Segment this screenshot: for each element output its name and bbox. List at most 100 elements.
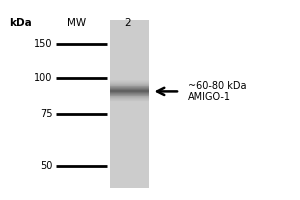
- Bar: [110, 121, 148, 122]
- Bar: [110, 179, 148, 180]
- Bar: [110, 177, 148, 178]
- Bar: [110, 80, 148, 81]
- Bar: [110, 117, 148, 118]
- Bar: [110, 75, 148, 76]
- Bar: [110, 144, 148, 145]
- Bar: [110, 148, 148, 149]
- Bar: [110, 171, 148, 172]
- Bar: [110, 147, 148, 149]
- Bar: [110, 31, 148, 32]
- Bar: [110, 87, 148, 88]
- Bar: [110, 63, 148, 64]
- Bar: [110, 44, 148, 45]
- Bar: [110, 153, 148, 154]
- Bar: [110, 78, 148, 79]
- Bar: [110, 24, 148, 25]
- Bar: [110, 119, 148, 120]
- Bar: [110, 142, 148, 143]
- Bar: [110, 28, 148, 29]
- Bar: [110, 126, 148, 127]
- Bar: [110, 185, 148, 186]
- Bar: [110, 70, 148, 71]
- Bar: [110, 166, 148, 167]
- Bar: [110, 34, 148, 35]
- Bar: [110, 174, 148, 175]
- Bar: [110, 79, 148, 80]
- Bar: [110, 121, 148, 122]
- Bar: [110, 120, 148, 121]
- Bar: [110, 114, 148, 115]
- Bar: [110, 93, 148, 94]
- Bar: [110, 115, 148, 116]
- Bar: [110, 138, 148, 139]
- Bar: [110, 183, 148, 184]
- Bar: [110, 26, 148, 27]
- Bar: [110, 73, 148, 74]
- Bar: [110, 37, 148, 38]
- Bar: [110, 134, 148, 135]
- Bar: [110, 63, 148, 65]
- Bar: [110, 48, 148, 49]
- Bar: [110, 81, 148, 82]
- Bar: [110, 146, 148, 147]
- Bar: [110, 38, 148, 39]
- Bar: [110, 105, 148, 106]
- Bar: [110, 137, 148, 138]
- Bar: [110, 124, 148, 125]
- Bar: [110, 71, 148, 72]
- Bar: [110, 159, 148, 160]
- Bar: [110, 79, 148, 80]
- Bar: [110, 153, 148, 154]
- Bar: [110, 22, 148, 23]
- Bar: [110, 96, 148, 97]
- Bar: [110, 74, 148, 75]
- Text: AMIGO-1: AMIGO-1: [188, 92, 230, 102]
- Bar: [110, 149, 148, 150]
- Bar: [110, 98, 148, 99]
- Bar: [110, 128, 148, 129]
- Bar: [110, 83, 148, 84]
- Bar: [110, 76, 148, 77]
- Bar: [110, 91, 148, 92]
- Bar: [110, 152, 148, 153]
- Bar: [110, 145, 148, 146]
- Bar: [110, 33, 148, 34]
- Bar: [110, 36, 148, 37]
- Bar: [110, 142, 148, 143]
- Bar: [110, 179, 148, 180]
- Bar: [110, 32, 148, 33]
- Bar: [110, 42, 148, 43]
- Bar: [110, 122, 148, 123]
- Bar: [110, 165, 148, 166]
- Text: MW: MW: [67, 18, 86, 28]
- Bar: [110, 180, 148, 181]
- Bar: [110, 104, 148, 105]
- Bar: [110, 160, 148, 161]
- Bar: [110, 42, 148, 44]
- Bar: [110, 60, 148, 61]
- Bar: [110, 132, 148, 133]
- Bar: [110, 151, 148, 152]
- Bar: [110, 35, 148, 36]
- Bar: [110, 30, 148, 31]
- Bar: [110, 21, 148, 23]
- Bar: [110, 131, 148, 132]
- Text: kDa: kDa: [9, 18, 32, 28]
- Bar: [110, 103, 148, 104]
- Bar: [110, 161, 148, 162]
- Bar: [110, 29, 148, 30]
- Bar: [110, 112, 148, 113]
- Bar: [110, 69, 148, 70]
- Bar: [110, 48, 148, 49]
- Bar: [110, 181, 148, 182]
- Bar: [110, 187, 148, 188]
- Bar: [110, 50, 148, 51]
- Bar: [110, 123, 148, 124]
- Bar: [110, 59, 148, 60]
- Bar: [110, 186, 148, 187]
- Bar: [110, 170, 148, 171]
- Bar: [110, 168, 148, 169]
- Bar: [110, 125, 148, 126]
- Bar: [110, 182, 148, 183]
- Bar: [110, 72, 148, 73]
